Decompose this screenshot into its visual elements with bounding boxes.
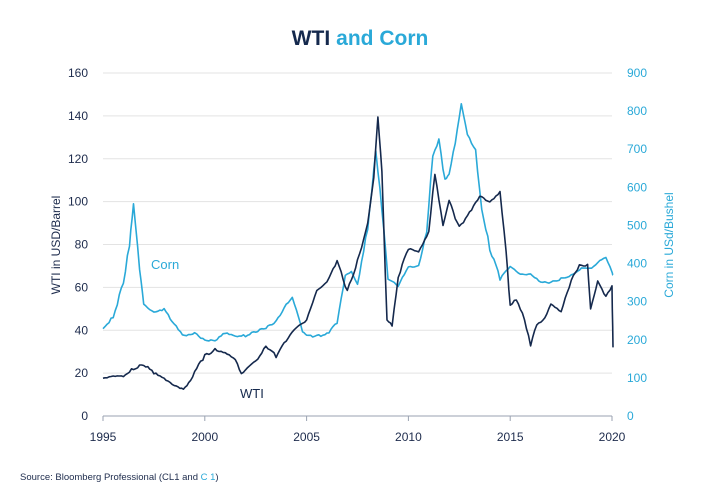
series-lines xyxy=(102,103,614,390)
source-suffix: ) xyxy=(215,472,219,483)
source-c1: C 1 xyxy=(200,472,216,483)
right-tick-label: 900 xyxy=(627,66,647,80)
chart-title-corn: and Corn xyxy=(336,27,428,50)
wti-series-label: WTI xyxy=(240,386,264,401)
series-line-wti xyxy=(102,116,614,390)
left-axis-label: WTI in USD/Barrel xyxy=(49,196,63,295)
x-tick-label: 2015 xyxy=(497,430,524,444)
corn-series-label: Corn xyxy=(151,257,179,272)
source-and: and xyxy=(179,472,201,483)
right-tick-label: 0 xyxy=(627,409,634,423)
left-tick-label: 80 xyxy=(75,238,89,252)
x-tick-label: 2020 xyxy=(599,430,626,444)
x-tick-label: 2000 xyxy=(191,430,218,444)
chart-title: WTI and Corn xyxy=(292,27,429,50)
series-line-corn xyxy=(102,103,614,342)
gridlines xyxy=(103,72,612,374)
left-tick-label: 100 xyxy=(68,195,88,209)
source-cl1: CL1 xyxy=(162,472,180,483)
right-tick-label: 800 xyxy=(627,104,647,118)
left-tick-label: 120 xyxy=(68,152,88,166)
left-tick-label: 20 xyxy=(75,366,89,380)
x-tick-label: 2010 xyxy=(395,430,422,444)
source-note: Source: Bloomberg Professional (CL1 and … xyxy=(20,472,219,483)
axes: 0 20 40 60 80 100 120 140 160 0 100 200 300 400 500 600… xyxy=(68,66,647,444)
right-tick-label: 400 xyxy=(627,257,647,271)
right-tick-label: 700 xyxy=(627,142,647,156)
left-tick-label: 0 xyxy=(81,409,88,423)
left-tick-label: 60 xyxy=(75,280,89,294)
left-tick-label: 40 xyxy=(75,323,89,337)
right-tick-label: 300 xyxy=(627,295,647,309)
right-axis-label: Corn in USd/Bushel xyxy=(662,192,676,297)
left-tick-label: 160 xyxy=(68,66,88,80)
right-tick-label: 600 xyxy=(627,180,647,194)
x-tick-label: 1995 xyxy=(90,430,117,444)
right-tick-label: 200 xyxy=(627,333,647,347)
source-prefix: Source: Bloomberg Professional ( xyxy=(20,472,163,483)
right-tick-label: 100 xyxy=(627,371,647,385)
chart-title-wti: WTI xyxy=(292,27,330,50)
right-tick-label: 500 xyxy=(627,218,647,232)
x-tick-label: 2005 xyxy=(293,430,320,444)
left-tick-label: 140 xyxy=(68,109,88,123)
